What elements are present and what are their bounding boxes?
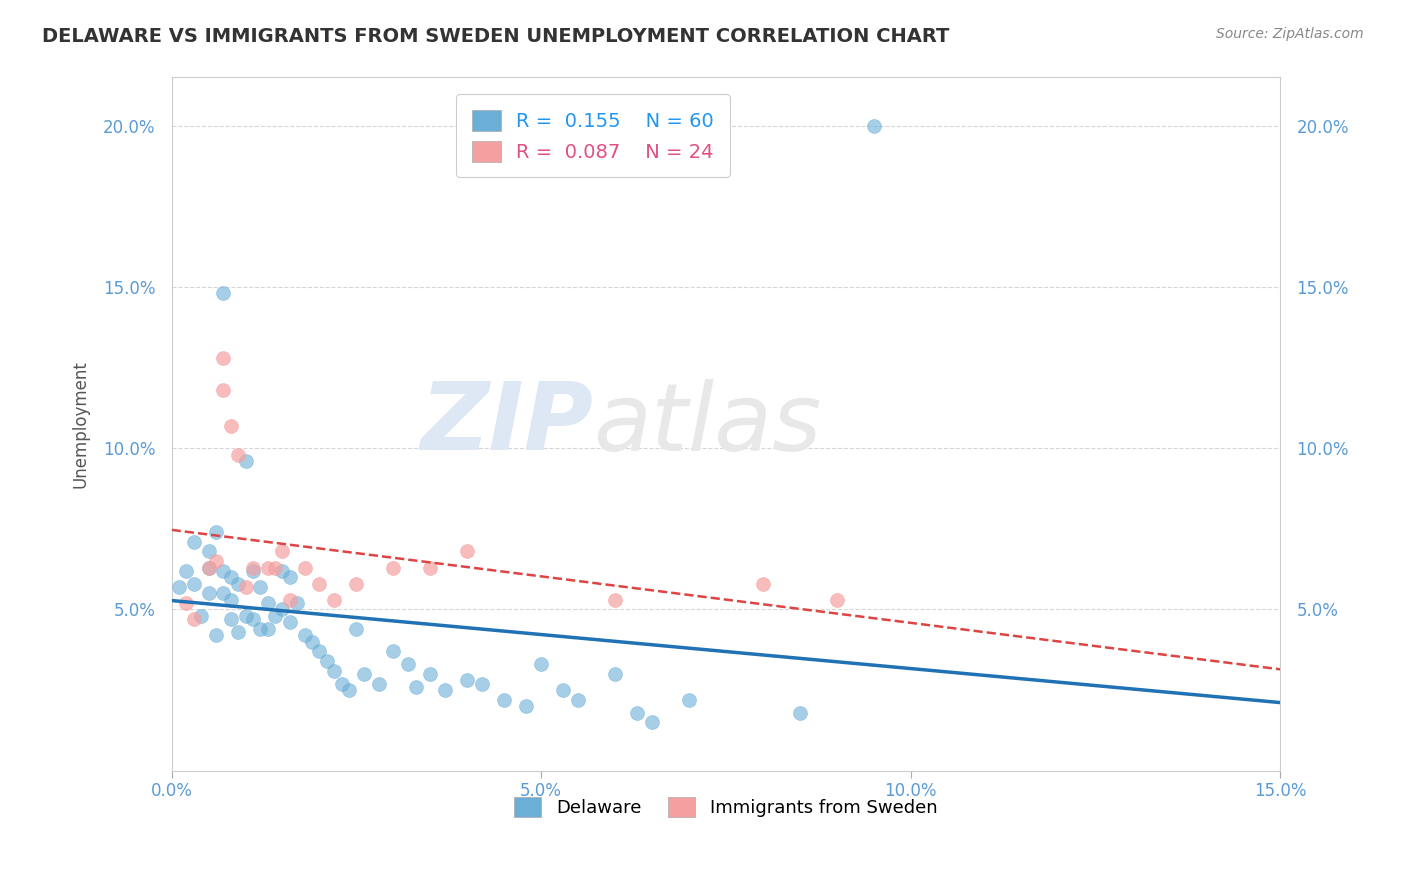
Point: [789, 706, 811, 720]
Point: [212, 564, 235, 578]
Point: [176, 596, 198, 610]
Point: [626, 706, 648, 720]
Point: [434, 683, 457, 698]
Y-axis label: Unemployment: Unemployment: [72, 360, 89, 488]
Point: [678, 692, 700, 706]
Point: [197, 544, 219, 558]
Point: [183, 612, 205, 626]
Point: [264, 560, 287, 574]
Point: [249, 580, 271, 594]
Point: [212, 286, 235, 301]
Point: [285, 596, 308, 610]
Text: ZIP: ZIP: [420, 378, 593, 470]
Point: [515, 699, 537, 714]
Point: [344, 622, 367, 636]
Point: [242, 560, 264, 574]
Point: [212, 383, 235, 397]
Point: [235, 608, 257, 623]
Point: [226, 625, 249, 640]
Point: [419, 667, 441, 681]
Point: [278, 570, 301, 584]
Point: [382, 644, 405, 658]
Point: [212, 351, 235, 365]
Point: [176, 564, 198, 578]
Point: [197, 560, 219, 574]
Point: [219, 418, 242, 433]
Point: [249, 622, 271, 636]
Point: [456, 544, 478, 558]
Point: [271, 602, 294, 616]
Point: [226, 448, 249, 462]
Point: [862, 119, 884, 133]
Point: [219, 570, 242, 584]
Point: [494, 692, 516, 706]
Point: [278, 592, 301, 607]
Point: [242, 612, 264, 626]
Point: [205, 554, 228, 568]
Point: [256, 622, 278, 636]
Point: [301, 634, 323, 648]
Point: [167, 580, 190, 594]
Point: [197, 560, 219, 574]
Point: [353, 667, 375, 681]
Point: [367, 676, 389, 690]
Point: [382, 560, 405, 574]
Point: [752, 576, 775, 591]
Point: [330, 676, 353, 690]
Point: [205, 525, 228, 540]
Point: [471, 676, 494, 690]
Point: [271, 544, 294, 558]
Point: [197, 586, 219, 600]
Point: [212, 586, 235, 600]
Point: [456, 673, 478, 688]
Point: [242, 564, 264, 578]
Point: [205, 628, 228, 642]
Point: [530, 657, 553, 672]
Point: [567, 692, 589, 706]
Point: [256, 596, 278, 610]
Point: [294, 628, 316, 642]
Point: [603, 667, 626, 681]
Point: [405, 680, 427, 694]
Point: [235, 580, 257, 594]
Point: [344, 576, 367, 591]
Point: [183, 576, 205, 591]
Point: [603, 592, 626, 607]
Point: [294, 560, 316, 574]
Point: [308, 576, 330, 591]
Legend: Delaware, Immigrants from Sweden: Delaware, Immigrants from Sweden: [508, 789, 945, 824]
Point: [396, 657, 419, 672]
Point: [641, 715, 664, 730]
Point: [183, 534, 205, 549]
Point: [308, 644, 330, 658]
Point: [419, 560, 441, 574]
Point: [323, 592, 346, 607]
Point: [219, 592, 242, 607]
Point: [337, 683, 360, 698]
Point: [278, 615, 301, 630]
Point: [235, 454, 257, 468]
Point: [323, 664, 346, 678]
Point: [256, 560, 278, 574]
Point: [553, 683, 575, 698]
Point: [190, 608, 212, 623]
Point: [226, 576, 249, 591]
Point: [825, 592, 848, 607]
Point: [219, 612, 242, 626]
Point: [264, 608, 287, 623]
Text: Source: ZipAtlas.com: Source: ZipAtlas.com: [1216, 27, 1364, 41]
Text: DELAWARE VS IMMIGRANTS FROM SWEDEN UNEMPLOYMENT CORRELATION CHART: DELAWARE VS IMMIGRANTS FROM SWEDEN UNEMP…: [42, 27, 949, 45]
Text: atlas: atlas: [593, 378, 821, 469]
Point: [315, 654, 337, 668]
Point: [271, 564, 294, 578]
